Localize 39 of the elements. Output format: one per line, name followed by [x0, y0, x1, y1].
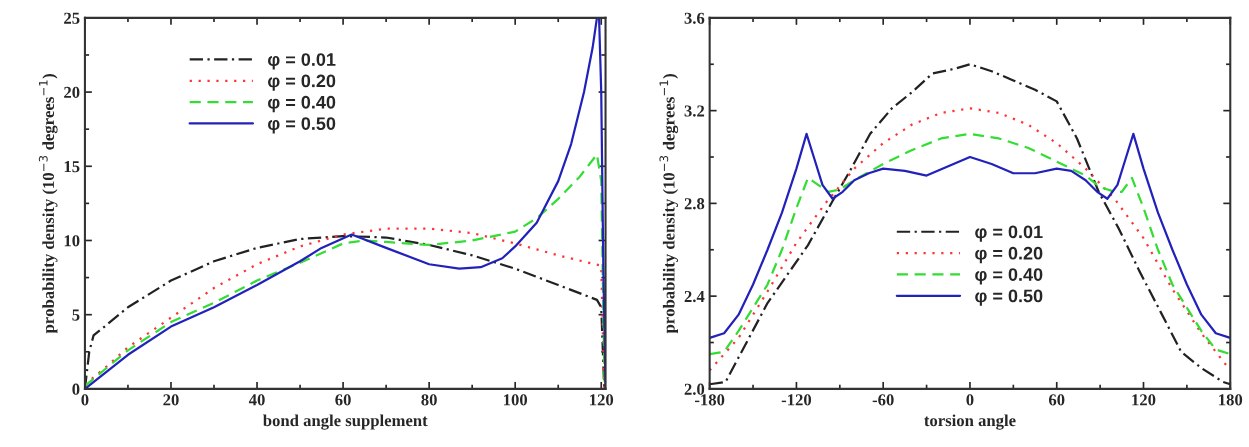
line-series: [84, 17, 606, 389]
legend-label: φ = 0.50: [268, 117, 336, 134]
x-tick-label: 60: [335, 394, 351, 406]
x-axis-title: torsion angle: [924, 414, 1016, 430]
y-tick-label: 10: [64, 235, 80, 247]
y-axis-title: probability density (10$^{−3}$ degrees$^{−1}$): [659, 74, 679, 334]
y-tick-label: 20: [64, 86, 80, 99]
x-tick-label: 180: [1219, 394, 1243, 406]
x-tick-label: 20: [163, 394, 179, 406]
y-tick-label: 3.6: [684, 12, 705, 24]
x-tick-label: -180: [694, 394, 725, 406]
legend-label: φ = 0.01: [268, 53, 336, 70]
y-tick-label: 5: [72, 309, 80, 321]
x-tick-label: 40: [248, 394, 265, 406]
legend-label: φ = 0.20: [268, 74, 336, 91]
legend-label: φ = 0.50: [975, 289, 1043, 306]
legend-label: φ = 0.40: [268, 95, 336, 113]
x-tick-label: -120: [781, 394, 812, 406]
legend-label: φ = 0.20: [975, 246, 1043, 264]
legend-label: φ = 0.01: [975, 225, 1043, 242]
y-tick-label: 3.2: [684, 105, 705, 117]
x-tick-label: 0: [966, 394, 974, 406]
y-tick-label: 0: [72, 383, 80, 395]
y-tick-label: 15: [64, 161, 80, 173]
y-tick-label: 25: [64, 12, 80, 24]
line-series: [709, 63, 1231, 386]
y-axis-title: probability density (10$^{−3}$ degrees$^{−1}$): [38, 74, 58, 334]
x-tick-label: 80: [421, 394, 437, 406]
legend-label: φ = 0.40: [975, 268, 1043, 285]
x-tick-label: 60: [1048, 394, 1065, 406]
x-axis-title: bond angle supplement: [263, 414, 428, 430]
y-tick-label: 2.0: [684, 383, 705, 395]
x-tick-label: 100: [504, 394, 528, 406]
y-tick-label: 2.4: [684, 290, 705, 303]
x-tick-label: 120: [590, 394, 614, 406]
x-tick-label: 0: [81, 394, 89, 406]
x-tick-label: 120: [1132, 394, 1156, 406]
y-tick-label: 2.8: [684, 198, 705, 210]
x-tick-label: -60: [872, 394, 894, 406]
